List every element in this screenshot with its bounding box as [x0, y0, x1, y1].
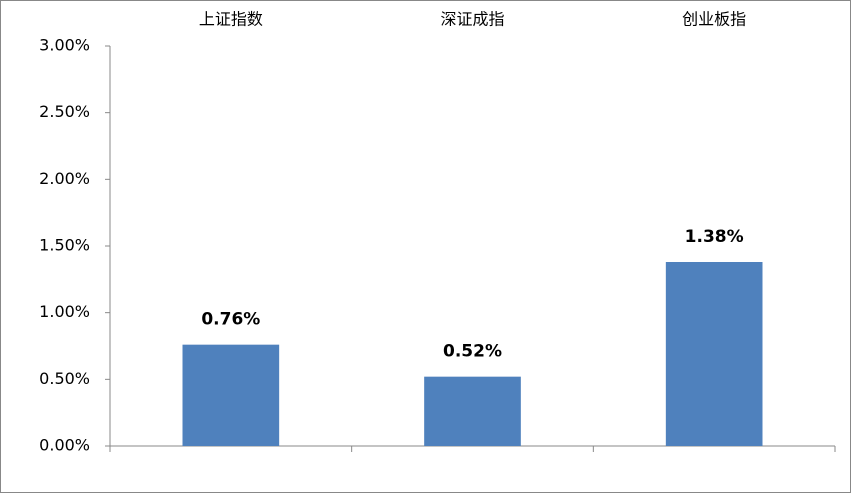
y-tick-label: 2.50% — [39, 102, 90, 121]
y-tick-label: 0.50% — [39, 369, 90, 388]
x-tick-label: 深证成指 — [440, 10, 504, 29]
value-label: 0.52% — [443, 342, 502, 362]
y-tick-label: 3.00% — [39, 36, 90, 55]
x-tick-label: 创业板指 — [682, 10, 746, 29]
bar — [424, 376, 521, 446]
y-tick-label: 1.50% — [39, 236, 90, 255]
value-label: 1.38% — [685, 227, 744, 247]
x-tick-label: 上证指数 — [199, 10, 263, 29]
value-label: 0.76% — [201, 310, 260, 330]
bar — [182, 344, 280, 446]
y-tick-label: 1.00% — [39, 302, 90, 321]
y-tick-label: 0.00% — [39, 436, 90, 455]
y-tick-label: 2.00% — [39, 169, 90, 188]
bar — [665, 262, 763, 446]
